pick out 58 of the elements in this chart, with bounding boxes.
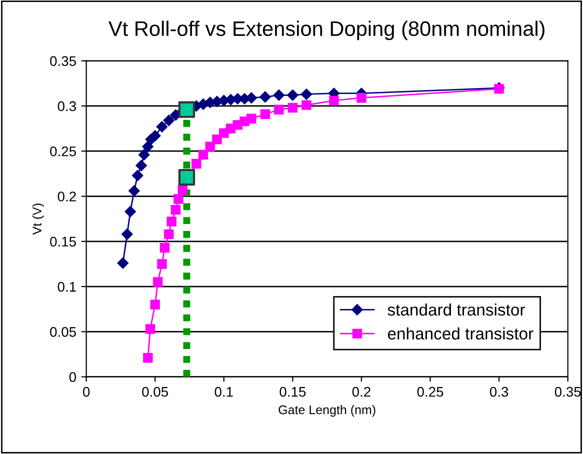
- x-tick-label: 0.3: [490, 386, 508, 397]
- point: [170, 204, 181, 215]
- y-axis-title: Vt (V): [32, 204, 44, 235]
- point: [178, 168, 196, 186]
- x-tick-label: 0.1: [214, 386, 233, 397]
- y-tick-label: 0.1: [58, 282, 76, 292]
- point: [191, 158, 202, 169]
- point: [178, 101, 196, 118]
- y-tick-label: 0.05: [50, 327, 76, 337]
- x-tick-label: 0.2: [352, 386, 370, 397]
- point: [143, 353, 153, 363]
- chart-title: Vt Roll-off vs Extension Doping (80nm nominal): [108, 20, 544, 40]
- y-tick-label: 0.2: [58, 192, 76, 202]
- point: [157, 259, 167, 269]
- y-tick-label: 0.25: [50, 146, 76, 156]
- point: [128, 185, 140, 196]
- point: [124, 206, 136, 218]
- point: [178, 185, 188, 195]
- point: [138, 149, 150, 160]
- point: [164, 229, 174, 240]
- point: [300, 88, 312, 100]
- legend-label: enhanced transistor: [388, 327, 534, 340]
- x-tick-label: 0: [82, 386, 90, 397]
- y-tick-label: 0.15: [50, 236, 76, 247]
- point: [356, 92, 366, 103]
- point: [274, 104, 284, 114]
- point: [260, 109, 270, 119]
- point: [132, 170, 144, 182]
- point: [174, 194, 184, 204]
- point: [329, 96, 339, 106]
- point: [117, 257, 128, 269]
- y-tick-label: 0.3: [58, 101, 76, 112]
- point: [152, 277, 163, 287]
- point: [288, 102, 298, 113]
- x-axis-title: Gate Length (nm): [278, 405, 376, 417]
- point: [198, 150, 208, 160]
- x-tick-label: 0.25: [417, 386, 444, 397]
- x-tick-label: 0.05: [142, 386, 168, 397]
- y-tick-label: 0.35: [50, 56, 76, 66]
- point: [150, 300, 160, 310]
- point: [142, 140, 154, 152]
- point: [122, 228, 133, 240]
- point: [273, 90, 285, 101]
- point: [145, 324, 156, 334]
- point: [160, 242, 170, 253]
- point: [166, 216, 176, 226]
- legend-label: standard transistor: [388, 303, 525, 316]
- point: [156, 121, 168, 132]
- point: [205, 142, 215, 152]
- point: [212, 134, 222, 144]
- point: [287, 90, 298, 101]
- point: [163, 114, 174, 126]
- point: [302, 100, 312, 110]
- y-tick-label: 0: [69, 372, 76, 382]
- x-tick-label: 0.15: [280, 386, 306, 397]
- point: [246, 114, 256, 124]
- point: [260, 91, 271, 103]
- point: [136, 160, 147, 172]
